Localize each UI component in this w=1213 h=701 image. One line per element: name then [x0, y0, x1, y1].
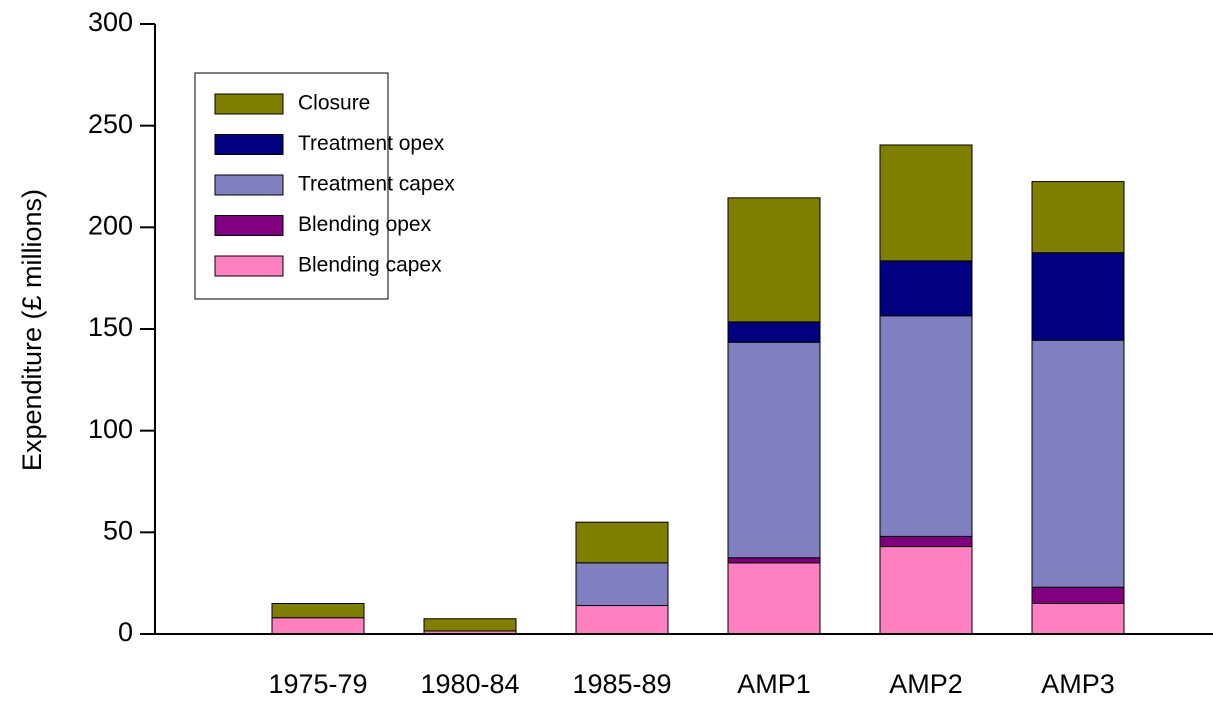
- y-tick-label: 0: [118, 617, 133, 647]
- bar-segment: [727, 557, 821, 564]
- legend-label: Closure: [298, 92, 370, 115]
- legend-label: Blending opex: [298, 213, 432, 236]
- bar-segment: [727, 562, 821, 635]
- legend-swatch: [214, 134, 284, 155]
- bar-segment: [1031, 603, 1125, 635]
- legend-swatch: [214, 215, 284, 236]
- bar-segment: [879, 546, 973, 635]
- bar-segment: [423, 618, 517, 632]
- y-tick-label: 100: [88, 414, 133, 444]
- x-tick-label: AMP3: [1041, 669, 1115, 699]
- bar-segment: [1031, 252, 1125, 341]
- x-tick-label: AMP1: [737, 669, 811, 699]
- x-tick-label: 1975-79: [268, 669, 367, 699]
- x-tick-label: 1985-89: [572, 669, 671, 699]
- bar-segment: [1031, 339, 1125, 588]
- legend-label: Treatment capex: [298, 173, 455, 196]
- bar-segment: [879, 315, 973, 537]
- y-tick-label: 200: [88, 210, 133, 240]
- y-tick-label: 250: [88, 109, 133, 139]
- bar-segment: [1031, 181, 1125, 254]
- y-tick-label: 300: [88, 7, 133, 37]
- bar-segment: [727, 341, 821, 559]
- y-tick-label: 150: [88, 312, 133, 342]
- x-tick-label: AMP2: [889, 669, 963, 699]
- bar-segment: [727, 197, 821, 323]
- bar-segment: [879, 260, 973, 317]
- bar-segment: [879, 144, 973, 262]
- bar-segment: [575, 605, 669, 635]
- bar-segment: [271, 603, 365, 619]
- x-tick-label: 1980-84: [420, 669, 519, 699]
- bar-segment: [271, 617, 365, 635]
- legend-swatch: [214, 255, 284, 277]
- legend-swatch: [214, 93, 284, 115]
- legend-label: Blending capex: [298, 254, 442, 277]
- bar-segment: [1031, 586, 1125, 605]
- bar-segment: [575, 521, 669, 564]
- legend-label: Treatment opex: [298, 132, 445, 155]
- y-axis-label: Expenditure (£ millions): [17, 189, 47, 471]
- bar-segment: [879, 535, 973, 548]
- legend-swatch: [214, 174, 284, 196]
- bar-segment: [727, 321, 821, 343]
- y-tick-label: 50: [103, 515, 133, 545]
- bar-segment: [575, 562, 669, 607]
